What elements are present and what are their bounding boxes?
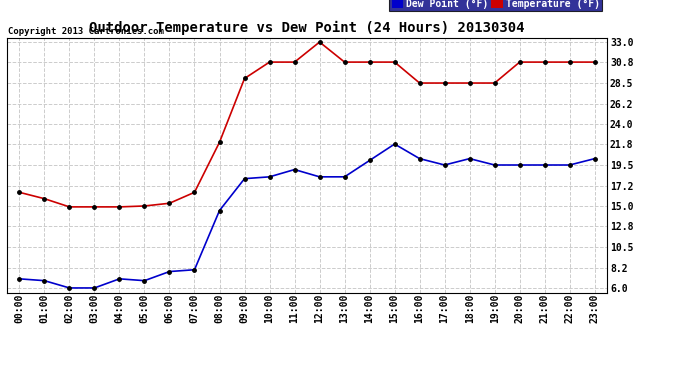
Text: Copyright 2013 Cartronics.com: Copyright 2013 Cartronics.com [8, 27, 164, 36]
Legend: Dew Point (°F), Temperature (°F): Dew Point (°F), Temperature (°F) [389, 0, 602, 11]
Title: Outdoor Temperature vs Dew Point (24 Hours) 20130304: Outdoor Temperature vs Dew Point (24 Hou… [89, 21, 525, 35]
